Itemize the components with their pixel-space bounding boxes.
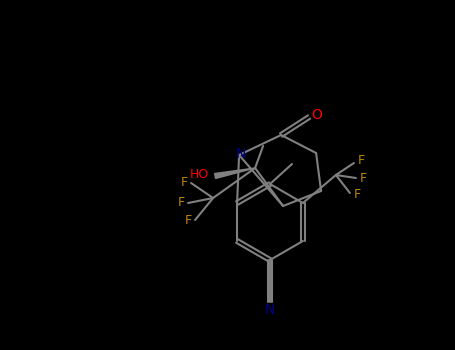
Polygon shape [215,168,255,178]
Text: N: N [236,147,246,161]
Text: F: F [354,189,360,202]
Text: F: F [359,172,366,184]
Text: HO: HO [189,168,209,182]
Text: F: F [181,176,187,189]
Text: F: F [185,214,192,226]
Text: O: O [312,108,323,122]
Text: F: F [177,196,185,210]
Text: F: F [357,154,364,168]
Text: N: N [265,303,275,317]
